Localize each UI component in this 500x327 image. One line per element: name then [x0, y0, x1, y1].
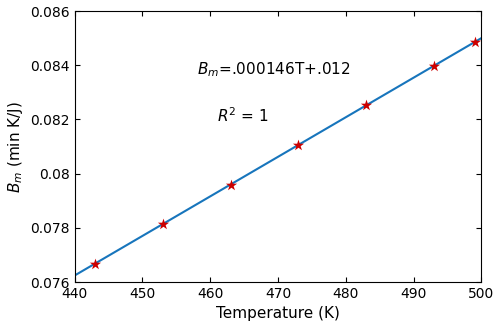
Text: $B_m$=.000146T+.012: $B_m$=.000146T+.012 [196, 60, 350, 78]
Point [91, 261, 99, 266]
Point [430, 63, 438, 68]
X-axis label: Temperature (K): Temperature (K) [216, 306, 340, 321]
Text: $R^2$ = 1: $R^2$ = 1 [217, 106, 268, 125]
Point [158, 221, 166, 227]
Y-axis label: $B_m$ (min K/J): $B_m$ (min K/J) [6, 101, 25, 193]
Point [226, 182, 234, 187]
Point [470, 40, 478, 45]
Point [362, 103, 370, 108]
Point [294, 142, 302, 147]
